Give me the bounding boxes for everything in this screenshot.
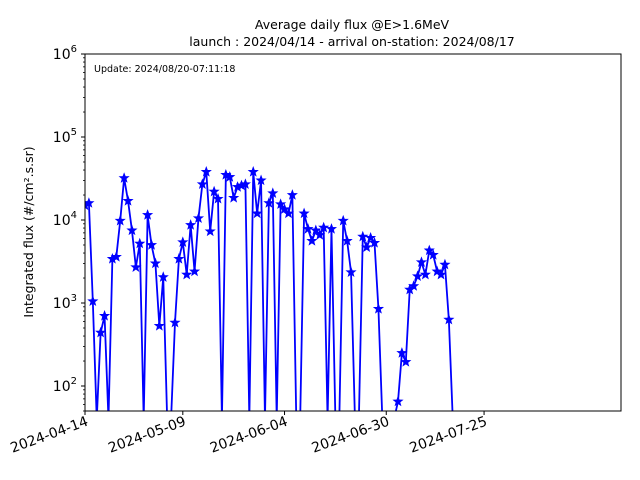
data-point-marker xyxy=(423,244,435,256)
data-point-marker xyxy=(318,221,330,233)
data-point-marker xyxy=(224,171,236,182)
data-point-marker xyxy=(282,207,295,219)
data-point-marker xyxy=(439,258,451,270)
data-point-marker xyxy=(110,250,122,262)
data-point-marker xyxy=(173,253,185,264)
data-point-marker xyxy=(411,270,424,282)
y-axis: 102 103 104 105 106 xyxy=(53,44,85,412)
data-point-marker xyxy=(361,241,373,252)
data-point-marker xyxy=(196,178,208,189)
data-point-marker xyxy=(396,347,408,358)
data-point-marker xyxy=(134,237,146,249)
data-point-marker xyxy=(185,219,197,230)
data-point-marker xyxy=(427,249,439,260)
data-point-marker xyxy=(122,195,134,206)
data-point-marker xyxy=(255,174,267,186)
data-point-marker xyxy=(400,356,412,367)
data-point-marker xyxy=(263,197,275,208)
data-point-marker xyxy=(126,224,138,236)
data-point-marker xyxy=(267,187,279,199)
data-point-marker xyxy=(98,310,111,321)
data-point-marker xyxy=(149,257,161,269)
data-point-marker xyxy=(177,236,189,247)
data-point-marker xyxy=(357,230,369,242)
data-point-marker xyxy=(228,191,240,203)
data-point-marker xyxy=(153,320,165,331)
data-point-marker xyxy=(419,268,431,280)
data-point-marker xyxy=(286,189,298,200)
y-tick-label: 104 xyxy=(53,210,77,229)
data-point-marker xyxy=(142,209,154,220)
data-point-marker xyxy=(145,239,158,250)
data-point-marker xyxy=(302,223,314,234)
data-point-marker xyxy=(415,256,428,267)
data-point-marker xyxy=(212,192,224,204)
data-point-marker xyxy=(251,207,263,219)
data-point-marker xyxy=(188,265,201,277)
update-annotation: Update: 2024/08/20-07:11:18 xyxy=(94,64,235,75)
data-point-marker xyxy=(118,172,130,183)
data-point-marker xyxy=(130,261,142,272)
data-point-marker xyxy=(306,235,318,246)
data-point-marker xyxy=(247,166,259,177)
y-tick-label: 103 xyxy=(53,293,77,312)
data-point-marker xyxy=(372,303,385,314)
data-point-marker xyxy=(275,198,287,209)
chart-subtitle: launch : 2024/04/14 - arrival on-station… xyxy=(189,34,514,49)
data-point-marker xyxy=(95,326,107,338)
data-point-marker xyxy=(341,235,353,246)
data-point-marker xyxy=(192,212,205,223)
data-layer xyxy=(85,166,455,411)
data-point-marker xyxy=(298,207,310,219)
data-point-marker xyxy=(278,203,291,214)
data-point-marker xyxy=(204,225,216,237)
data-point-marker xyxy=(239,178,251,189)
y-tick-label: 102 xyxy=(53,376,77,395)
data-point-marker xyxy=(392,395,404,407)
data-point-marker xyxy=(365,231,377,243)
data-point-marker xyxy=(408,280,420,291)
y-axis-label: Integrated flux (#/cm².s.sr) xyxy=(21,146,36,317)
chart-title: Average daily flux @E>1.6MeV xyxy=(255,17,450,32)
data-point-marker xyxy=(310,224,322,236)
data-point-marker xyxy=(435,268,447,280)
data-point-marker xyxy=(114,214,126,226)
data-point-marker xyxy=(337,214,349,226)
y-tick-label: 105 xyxy=(53,127,77,146)
y-tick-label: 106 xyxy=(53,44,77,63)
data-point-marker xyxy=(345,266,357,277)
data-point-marker xyxy=(443,313,455,325)
data-point-marker xyxy=(314,229,326,240)
data-point-marker xyxy=(157,271,169,282)
data-point-marker xyxy=(87,295,99,306)
data-point-marker xyxy=(169,316,181,328)
data-point-marker xyxy=(200,166,212,177)
data-point-marker xyxy=(325,223,338,234)
data-point-marker xyxy=(208,185,220,197)
data-point-marker xyxy=(368,237,381,248)
data-point-marker xyxy=(181,268,193,280)
